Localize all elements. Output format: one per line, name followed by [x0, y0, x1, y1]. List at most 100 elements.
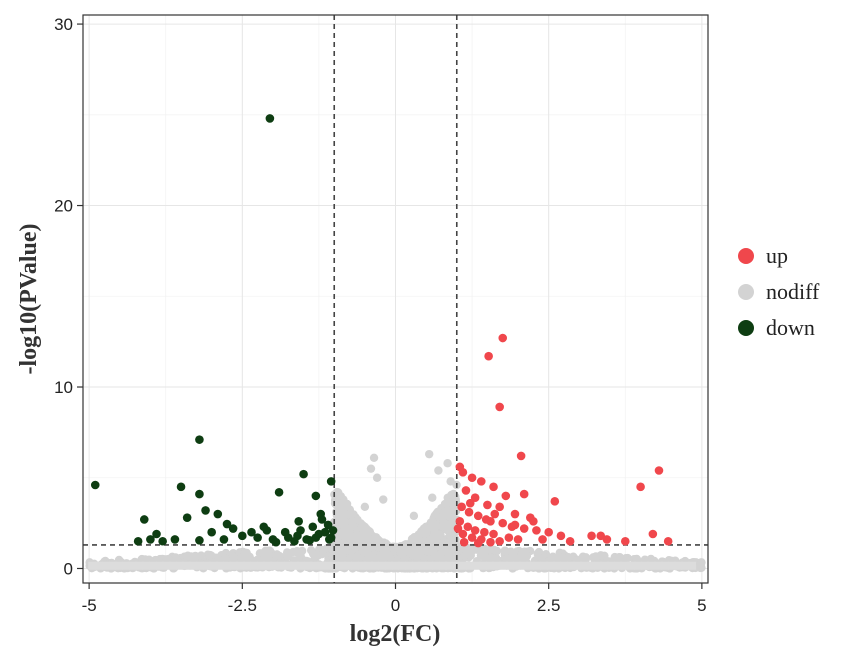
- nodiff-point: [454, 554, 463, 563]
- nodiff-point: [196, 561, 205, 570]
- nodiff-point: [654, 561, 663, 570]
- point-up: [490, 509, 500, 519]
- nodiff-point: [434, 466, 443, 475]
- point-up: [458, 468, 468, 477]
- point-down: [308, 522, 318, 532]
- nodiff-point: [341, 523, 350, 533]
- point-down: [133, 536, 143, 546]
- legend-dot-nodiff: [738, 284, 754, 300]
- nodiff-point: [264, 555, 273, 564]
- nodiff-point: [135, 561, 144, 570]
- point-up: [476, 477, 486, 486]
- nodiff-point: [640, 561, 649, 570]
- point-down: [290, 536, 299, 546]
- nodiff-point: [312, 550, 321, 560]
- nodiff-point: [339, 497, 348, 507]
- nodiff-point: [303, 561, 312, 570]
- nodiff-point: [240, 548, 250, 557]
- legend: up nodiff down: [738, 243, 820, 340]
- point-down: [195, 489, 204, 499]
- point-up: [455, 517, 465, 526]
- nodiff-point: [443, 459, 452, 468]
- legend-label-down: down: [766, 315, 815, 340]
- point-up: [489, 482, 498, 492]
- point-up: [495, 402, 504, 412]
- nodiff-point: [521, 549, 530, 558]
- nodiff-point: [351, 561, 360, 570]
- nodiff-point: [620, 561, 629, 570]
- nodiff-point: [142, 561, 151, 570]
- point-up: [484, 351, 493, 361]
- point-down: [152, 529, 161, 539]
- nodiff-point: [379, 554, 389, 563]
- point-down: [146, 535, 155, 544]
- nodiff-point: [391, 561, 400, 570]
- nodiff-point: [108, 561, 117, 570]
- nodiff-point: [476, 551, 486, 560]
- point-down: [320, 527, 330, 537]
- nodiff-point: [276, 561, 285, 570]
- point-up: [529, 517, 538, 526]
- nodiff-point: [440, 508, 449, 517]
- point-down: [176, 482, 186, 492]
- point-down: [311, 533, 321, 542]
- nodiff-point: [275, 551, 284, 561]
- nodiff-point: [564, 552, 573, 562]
- nodiff-point: [506, 547, 516, 556]
- nodiff-point: [367, 551, 376, 561]
- nodiff-point: [292, 547, 302, 556]
- point-down: [228, 524, 238, 533]
- nodiff-point: [360, 502, 370, 511]
- nodiff-point: [539, 561, 548, 570]
- nodiff-point: [189, 561, 198, 570]
- nodiff-point: [688, 561, 697, 570]
- point-up: [453, 524, 463, 533]
- nodiff-point: [450, 535, 459, 545]
- nodiff-point: [243, 561, 252, 570]
- nodiff-point: [318, 545, 328, 555]
- nodiff-point: [222, 561, 231, 570]
- point-up: [495, 536, 504, 546]
- nodiff-point: [404, 561, 413, 570]
- legend-dot-down: [738, 320, 754, 336]
- nodiff-point: [479, 561, 488, 570]
- nodiff-point: [164, 554, 173, 564]
- point-down: [259, 522, 269, 532]
- nodiff-point: [263, 561, 272, 570]
- nodiff-point: [661, 561, 670, 570]
- nodiff-point: [283, 561, 292, 570]
- x-tick-label: -5: [82, 596, 97, 615]
- nodiff-point: [634, 561, 643, 570]
- grid: [83, 15, 708, 583]
- nodiff-point: [340, 545, 349, 554]
- y-axis-ticks: 0 10 20 30: [54, 15, 83, 578]
- nodiff-point: [378, 561, 387, 570]
- nodiff-point: [614, 553, 623, 562]
- nodiff-point: [101, 561, 110, 570]
- nodiff-point: [458, 561, 467, 570]
- point-up: [519, 489, 529, 499]
- nodiff-point: [533, 561, 542, 570]
- nodiff-point: [94, 561, 103, 570]
- nodiff-point: [526, 561, 535, 570]
- point-down: [207, 527, 216, 537]
- point-down: [299, 469, 308, 479]
- nodiff-point: [437, 554, 446, 564]
- nodiff-point: [667, 561, 676, 570]
- nodiff-point: [357, 532, 367, 541]
- nodiff-point: [546, 561, 555, 570]
- point-down: [139, 515, 149, 524]
- point-up: [556, 531, 566, 541]
- nodiff-point: [88, 561, 97, 570]
- point-up: [473, 511, 483, 521]
- nodiff-point: [446, 477, 455, 486]
- y-tick-label: 20: [54, 197, 73, 216]
- nodiff-point: [202, 561, 211, 570]
- point-down: [274, 487, 284, 497]
- nodiff-point: [361, 548, 370, 557]
- nodiff-point: [485, 561, 494, 570]
- point-up: [481, 515, 491, 524]
- nodiff-point: [560, 561, 569, 570]
- point-up: [516, 451, 526, 461]
- legend-label-nodiff: nodiff: [766, 279, 820, 304]
